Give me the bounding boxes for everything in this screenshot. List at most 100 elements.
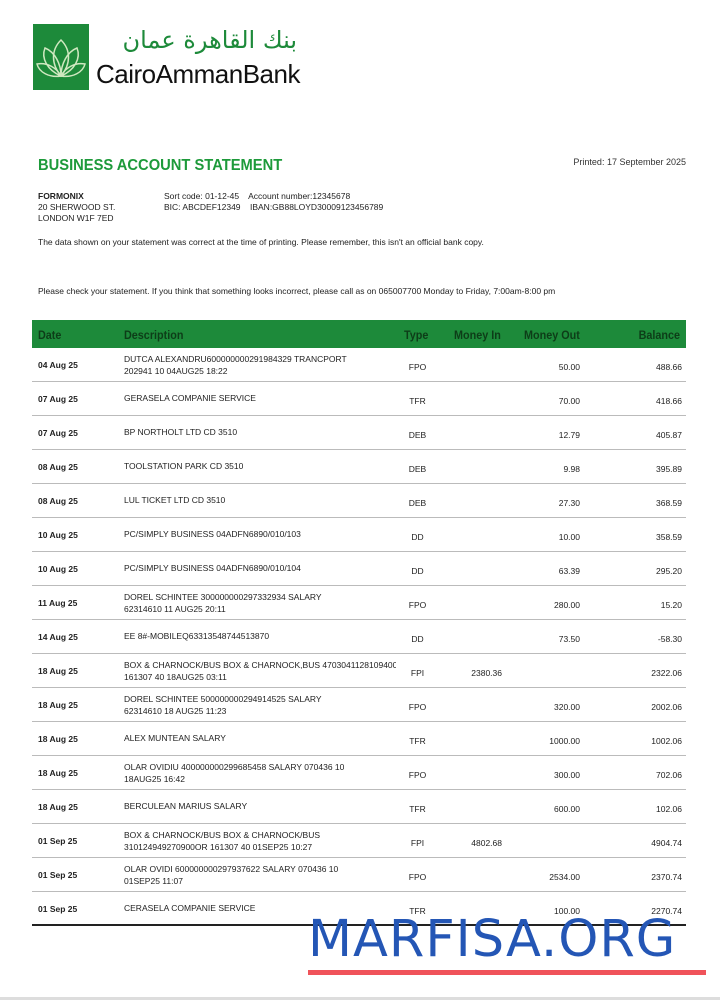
cell-type: TFR: [409, 736, 426, 746]
cell-money-in: 4802.68: [471, 838, 502, 848]
header-balance: Balance: [638, 328, 680, 342]
cell-date: 01 Sep 25: [38, 870, 78, 880]
header-type: Type: [404, 328, 429, 342]
cell-balance: 102.06: [656, 804, 682, 814]
cell-type: DD: [411, 532, 424, 542]
description-line-2: 202941 10 04AUG25 18:22: [124, 366, 228, 376]
cell-description: BOX & CHARNOCK/BUS BOX & CHARNOCK,BUS 47…: [124, 659, 396, 683]
description-line-1: BP NORTHOLT LTD CD 3510: [124, 427, 238, 437]
cell-date: 07 Aug 25: [38, 428, 78, 438]
table-row: 18 Aug 25 ALEX MUNTEAN SALARY TFR 1000.0…: [32, 722, 686, 756]
description-line-2: 310124949270900OR 161307 40 01SEP25 10:2…: [124, 842, 313, 852]
table-row: 08 Aug 25 LUL TICKET LTD CD 3510 DEB 27.…: [32, 484, 686, 518]
table-row: 01 Sep 25 OLAR OVIDI 600000000297937622 …: [32, 858, 686, 892]
page-bottom-border: [0, 997, 720, 1000]
cell-description: BP NORTHOLT LTD CD 3510: [124, 426, 396, 438]
cell-balance: 2270.74: [651, 906, 682, 916]
cell-money-out: 73.50: [558, 634, 580, 644]
table-row: 01 Sep 25 CERASELA COMPANIE SERVICE TFR …: [32, 892, 686, 926]
table-row: 18 Aug 25 OLAR OVIDIU 400000000299685458…: [32, 756, 686, 790]
cell-description: DOREL SCHINTEE 300000000297332934 SALARY…: [124, 591, 396, 615]
cell-type: FPI: [410, 668, 425, 678]
cell-balance: 702.06: [656, 770, 682, 780]
cell-description: PC/SIMPLY BUSINESS 04ADFN6890/010/103: [124, 528, 396, 540]
cell-balance: 405.87: [656, 430, 682, 440]
cell-description: ALEX MUNTEAN SALARY: [124, 732, 396, 744]
contact-note: Please check your statement. If you thin…: [38, 286, 556, 296]
cell-balance: 4904.74: [651, 838, 682, 848]
printed-date: Printed: 17 September 2025: [573, 157, 686, 167]
cell-money-out: 70.00: [558, 396, 580, 406]
header-money-out: Money Out: [524, 328, 580, 342]
cell-description: DUTCA ALEXANDRU600000000291984329 TRANCP…: [124, 353, 396, 377]
table-row: 08 Aug 25 TOOLSTATION PARK CD 3510 DEB 9…: [32, 450, 686, 484]
description-line-2: 161307 40 18AUG25 03:11: [124, 672, 227, 682]
table-row: 18 Aug 25 DOREL SCHINTEE 500000000294914…: [32, 688, 686, 722]
account-details: Sort code: 01-12-45 Account number:12345…: [164, 191, 383, 213]
description-line-1: BERCULEAN MARIUS SALARY: [124, 801, 248, 811]
cell-balance: 368.59: [656, 498, 682, 508]
description-line-1: CERASELA COMPANIE SERVICE: [124, 903, 256, 913]
description-line-1: LUL TICKET LTD CD 3510: [124, 495, 226, 505]
table-row: 18 Aug 25 BERCULEAN MARIUS SALARY TFR 60…: [32, 790, 686, 824]
header-money-in: Money In: [454, 328, 501, 342]
cell-type: DEB: [408, 498, 427, 508]
description-line-1: DOREL SCHINTEE 500000000294914525 SALARY: [124, 694, 322, 704]
customer-address: FORMONIX 20 SHERWOOD ST. LONDON W1F 7ED: [38, 191, 115, 224]
cell-balance: 2370.74: [651, 872, 682, 882]
cell-money-out: 320.00: [554, 702, 580, 712]
cell-balance: 2002.06: [651, 702, 682, 712]
cell-description: PC/SIMPLY BUSINESS 04ADFN6890/010/104: [124, 562, 396, 574]
cell-type: TFR: [409, 906, 426, 916]
cell-description: OLAR OVIDI 600000000297937622 SALARY 070…: [124, 863, 396, 887]
watermark: MARFISA.ORG: [308, 910, 677, 969]
cell-type: FPO: [408, 770, 427, 780]
customer-name: FORMONIX: [38, 191, 84, 201]
cell-date: 18 Aug 25: [38, 666, 78, 676]
cell-balance: 15.20: [660, 600, 682, 610]
cell-money-out: 300.00: [554, 770, 580, 780]
cell-type: FPI: [410, 838, 425, 848]
cell-date: 08 Aug 25: [38, 496, 78, 506]
description-line-1: BOX & CHARNOCK/BUS BOX & CHARNOCK/BUS: [124, 830, 321, 840]
description-line-1: ALEX MUNTEAN SALARY: [124, 733, 226, 743]
cell-date: 04 Aug 25: [38, 360, 78, 370]
cell-balance: 1002.06: [651, 736, 682, 746]
sort-code-account: Sort code: 01-12-45 Account number:12345…: [164, 191, 351, 201]
cell-type: DEB: [408, 464, 427, 474]
cell-description: BOX & CHARNOCK/BUS BOX & CHARNOCK/BUS 310…: [124, 829, 396, 853]
cell-balance: 2322.06: [651, 668, 682, 678]
table-row: 01 Sep 25 BOX & CHARNOCK/BUS BOX & CHARN…: [32, 824, 686, 858]
cell-description: EE 8#-MOBILEQ63313548744513870: [124, 630, 396, 642]
transactions-table: Date Description Type Money In Money Out…: [32, 320, 686, 926]
cell-date: 01 Sep 25: [38, 904, 78, 914]
header-date: Date: [38, 328, 62, 342]
cell-money-out: 50.00: [558, 362, 580, 372]
cell-type: FPO: [408, 872, 427, 882]
bank-name: CairoAmmanBank: [96, 59, 300, 89]
description-line-1: BOX & CHARNOCK/BUS BOX & CHARNOCK,BUS 47…: [124, 660, 396, 670]
cell-type: FPO: [408, 362, 427, 372]
cell-date: 08 Aug 25: [38, 462, 78, 472]
bank-name-arabic: بنك القاهرة عمان: [122, 26, 297, 54]
cell-date: 11 Aug 25: [38, 598, 78, 608]
cell-date: 18 Aug 25: [38, 700, 78, 710]
cell-description: OLAR OVIDIU 400000000299685458 SALARY 07…: [124, 761, 396, 785]
description-line-1: OLAR OVIDIU 400000000299685458 SALARY 07…: [124, 762, 345, 772]
cell-money-out: 600.00: [554, 804, 580, 814]
cell-date: 07 Aug 25: [38, 394, 78, 404]
watermark-underline: [308, 970, 706, 975]
cell-date: 10 Aug 25: [38, 530, 78, 540]
cell-date: 14 Aug 25: [38, 632, 78, 642]
bank-logo: بنك القاهرة عمان CairoAmmanBank: [33, 24, 300, 90]
cell-type: TFR: [409, 396, 426, 406]
cell-money-in: 2380.36: [471, 668, 502, 678]
cell-money-out: 100.00: [554, 906, 580, 916]
table-row: 11 Aug 25 DOREL SCHINTEE 300000000297332…: [32, 586, 686, 620]
description-line-1: DOREL SCHINTEE 300000000297332934 SALARY: [124, 592, 322, 602]
table-row: 10 Aug 25 PC/SIMPLY BUSINESS 04ADFN6890/…: [32, 518, 686, 552]
address-line-1: 20 SHERWOOD ST.: [38, 202, 116, 212]
cell-money-out: 280.00: [554, 600, 580, 610]
cell-date: 10 Aug 25: [38, 564, 78, 574]
table-header: Date Description Type Money In Money Out…: [32, 320, 686, 348]
